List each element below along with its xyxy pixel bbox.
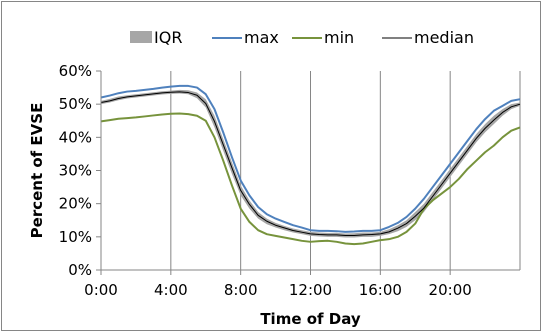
max-line (100, 84, 521, 233)
legend: IQR max min median (130, 28, 474, 47)
x-tick-label: 4:00 (154, 281, 188, 299)
y-axis-title: Percent of EVSE (28, 103, 46, 239)
legend-label-min: min (324, 28, 354, 47)
y-tick-label: 20% (59, 195, 92, 213)
y-tick-label: 50% (59, 95, 92, 113)
y-tick-label: 0% (68, 261, 92, 279)
min-line (100, 112, 521, 246)
x-tick-label: 12:00 (289, 281, 332, 299)
axes (96, 70, 520, 275)
x-tick-label: 20:00 (429, 281, 472, 299)
x-tick-label: 8:00 (224, 281, 258, 299)
x-tick-label: 0:00 (84, 281, 118, 299)
y-tick-label: 30% (59, 162, 92, 180)
y-tick-label: 60% (59, 62, 92, 80)
median-line (100, 91, 521, 237)
legend-label-median: median (414, 28, 474, 47)
legend-swatch-iqr (130, 31, 152, 43)
legend-label-iqr: IQR (154, 28, 182, 47)
y-tick-label: 40% (59, 128, 92, 146)
legend-label-max: max (244, 28, 279, 47)
tick-labels: 0% 10% 20% 30% 40% 50% 60% 0:00 4:00 8:00 12:00 16:… (59, 62, 472, 299)
y-tick-label: 10% (59, 228, 92, 246)
gridlines (170, 71, 521, 270)
series-layer (100, 84, 521, 246)
x-tick-label: 16:00 (359, 281, 402, 299)
x-axis-title: Time of Day (260, 310, 361, 328)
